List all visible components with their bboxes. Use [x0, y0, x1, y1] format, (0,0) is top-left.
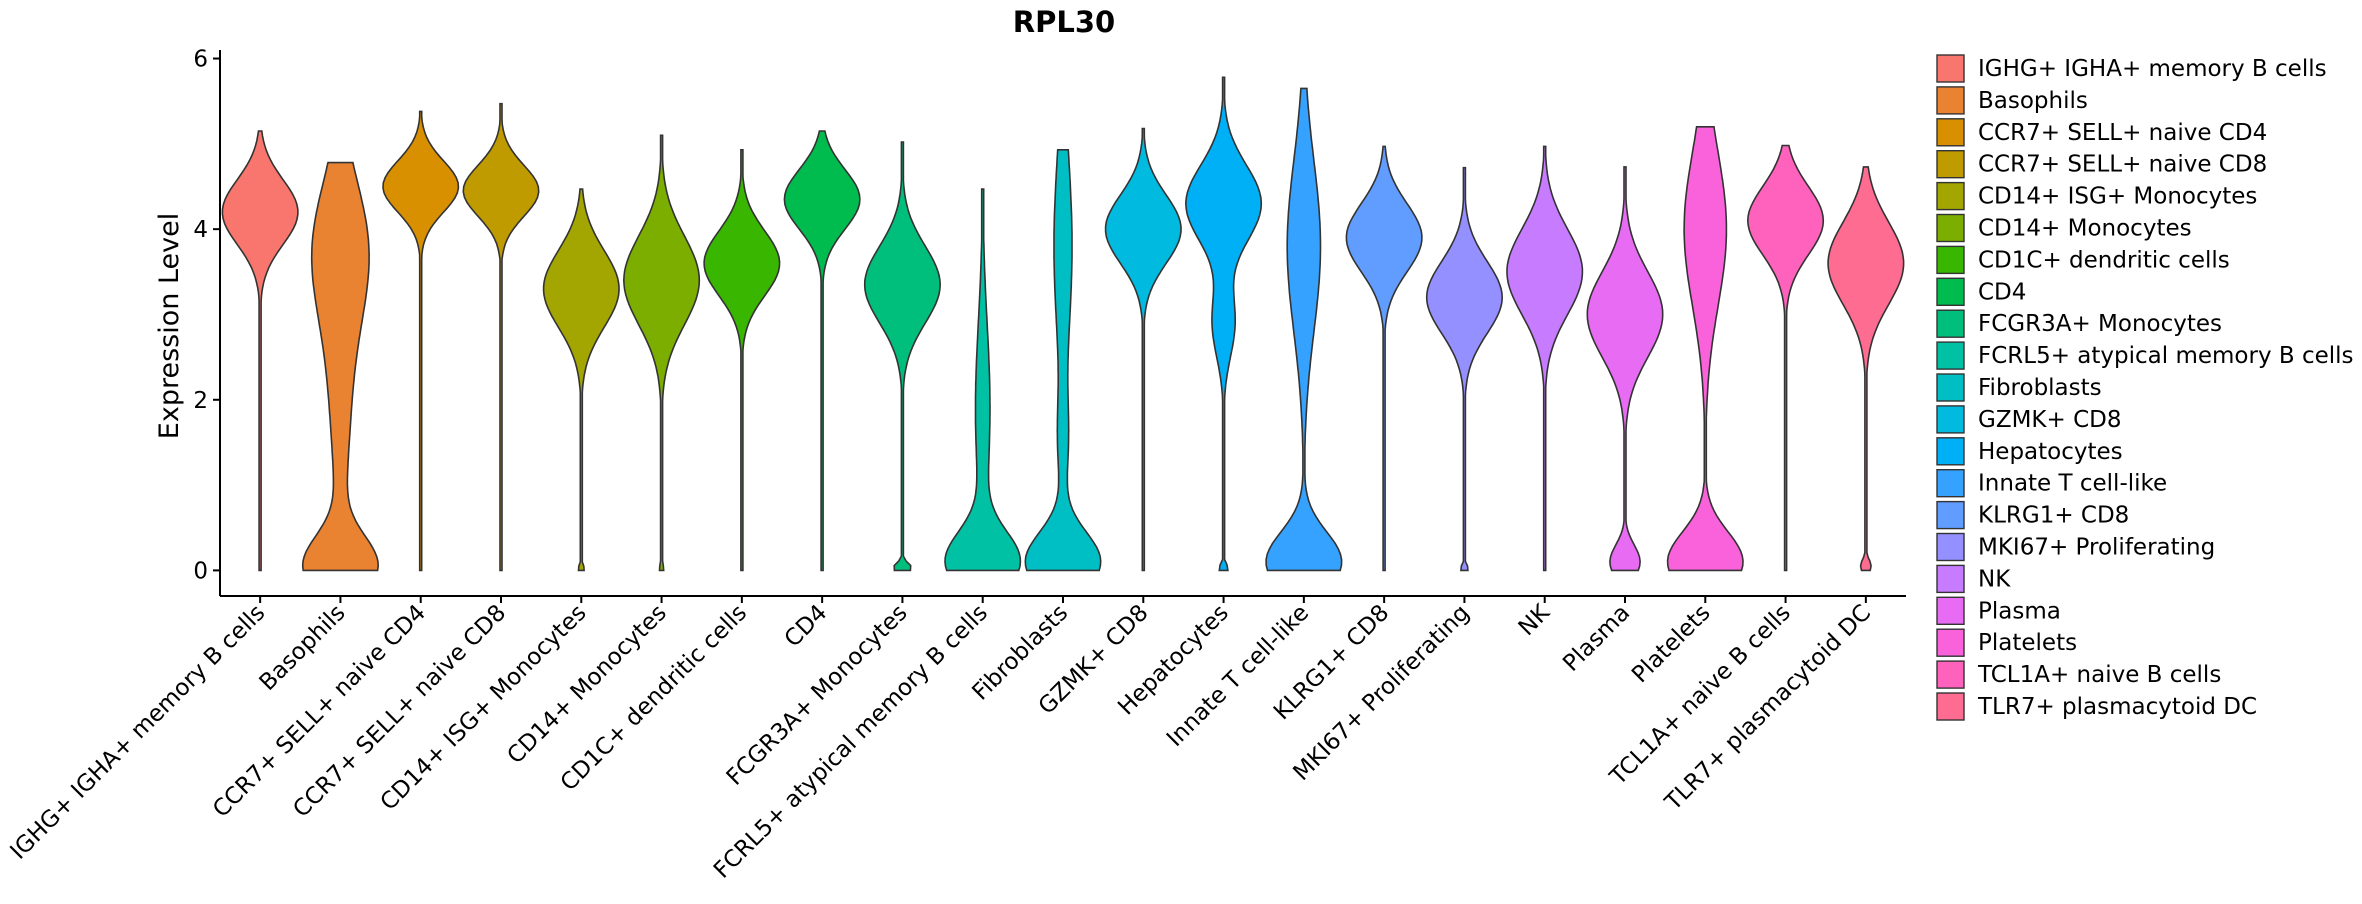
legend-label: Platelets	[1978, 630, 2077, 656]
legend-swatch	[1936, 373, 1965, 402]
violin	[1265, 87, 1343, 572]
violin	[1666, 126, 1744, 572]
legend-swatch	[1936, 405, 1965, 434]
x-tick-label: Innate T cell-like	[1162, 600, 1314, 752]
legend-label: CD14+ ISG+ Monocytes	[1978, 184, 2257, 210]
violin	[542, 188, 620, 572]
violin	[1104, 127, 1182, 572]
legend-swatch	[1936, 213, 1965, 243]
legend-swatch	[1936, 181, 1965, 211]
x-tick-label: NK	[1514, 599, 1556, 641]
y-tick-label: 0	[193, 558, 208, 584]
violin	[1746, 144, 1825, 572]
violin	[1506, 145, 1584, 572]
x-tick-label: Plasma	[1558, 600, 1635, 677]
legend-swatch	[1936, 532, 1965, 562]
legend-swatch	[1936, 500, 1965, 530]
x-axis	[220, 595, 1906, 603]
y-tick-label: 2	[193, 388, 208, 414]
legend-label: GZMK+ CD8	[1978, 407, 2122, 433]
x-tick-label: IGHG+ IGHA+ memory B cells	[5, 600, 270, 865]
legend-swatch	[1936, 469, 1965, 498]
violin-group	[221, 76, 1905, 572]
legend: IGHG+ IGHA+ memory B cells Basophils CCR7+…	[1936, 54, 2354, 721]
legend-label: TLR7+ plasmacytoid DC	[1977, 694, 2257, 720]
x-tick-label: CD4	[780, 600, 833, 653]
legend-swatch	[1936, 86, 1965, 115]
legend-swatch	[1936, 245, 1965, 275]
legend-label: TCL1A+ naive B cells	[1977, 662, 2221, 688]
y-tick-label: 4	[193, 217, 208, 243]
legend-swatch	[1936, 309, 1965, 338]
violin	[783, 130, 861, 572]
legend-label: CD1C+ dendritic cells	[1978, 247, 2230, 273]
legend-label: CD4	[1978, 279, 2026, 305]
violin	[1024, 149, 1102, 572]
legend-label: KLRG1+ CD8	[1978, 503, 2129, 529]
legend-label: IGHG+ IGHA+ memory B cells	[1978, 56, 2327, 82]
violin	[462, 102, 540, 572]
legend-label: CCR7+ SELL+ naive CD4	[1978, 120, 2267, 146]
violin	[301, 161, 380, 572]
violin	[221, 130, 299, 572]
legend-label: FCGR3A+ Monocytes	[1978, 311, 2222, 337]
violin	[1827, 166, 1905, 572]
legend-label: FCRL5+ atypical memory B cells	[1978, 343, 2354, 369]
legend-label: CCR7+ SELL+ naive CD8	[1978, 152, 2267, 178]
legend-swatch	[1936, 437, 1965, 466]
chart-title: RPL30	[1013, 5, 1115, 39]
legend-swatch	[1936, 660, 1965, 689]
legend-swatch	[1936, 596, 1965, 625]
legend-swatch	[1936, 341, 1965, 370]
legend-swatch	[1936, 277, 1965, 306]
legend-label: Fibroblasts	[1978, 375, 2102, 401]
legend-label: NK	[1978, 566, 2011, 592]
legend-swatch	[1936, 118, 1965, 147]
legend-label: Hepatocytes	[1978, 439, 2123, 465]
y-axis: 0 2 4 6	[193, 47, 221, 596]
legend-label: MKI67+ Proliferating	[1978, 535, 2215, 561]
legend-label: Plasma	[1978, 598, 2061, 624]
violin	[944, 188, 1022, 572]
legend-swatch	[1936, 54, 1965, 83]
y-tick-label: 6	[193, 47, 208, 73]
legend-swatch	[1936, 692, 1965, 721]
legend-label: CD14+ Monocytes	[1978, 216, 2192, 242]
violin	[863, 141, 942, 572]
violin	[1345, 145, 1423, 572]
legend-swatch	[1936, 628, 1965, 657]
violin	[1184, 76, 1263, 572]
x-tick-labels: IGHG+ IGHA+ memory B cellsBasophilsCCR7+…	[5, 599, 1876, 884]
legend-swatch	[1936, 564, 1965, 594]
violin	[382, 110, 460, 572]
legend-label: Basophils	[1978, 88, 2088, 114]
violin	[1425, 166, 1504, 572]
violin	[622, 134, 701, 572]
legend-swatch	[1936, 149, 1965, 179]
violin	[1586, 166, 1664, 572]
legend-label: Innate T cell-like	[1978, 471, 2167, 497]
x-tick-label: CD14+ Monocytes	[502, 600, 671, 769]
y-axis-title: Expression Level	[154, 213, 185, 439]
violin	[703, 149, 781, 572]
